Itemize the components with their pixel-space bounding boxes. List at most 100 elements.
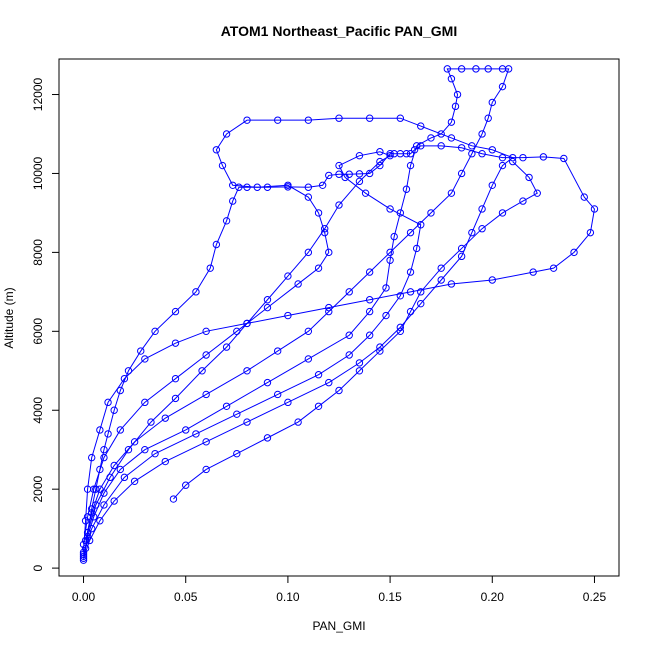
- data-point: [525, 173, 533, 182]
- y-axis-label: Altitude (m): [2, 287, 16, 348]
- x-axis: 0.00 0.05 0.10 0.15 0.20 0.25: [72, 576, 606, 604]
- data-point: [590, 205, 599, 213]
- x-axis-label: PAN_GMI: [312, 619, 365, 633]
- plot-frame: [58, 58, 620, 577]
- data-point: [478, 225, 486, 233]
- data-point: [92, 485, 100, 493]
- series-3: [79, 114, 517, 562]
- data-point: [263, 434, 272, 442]
- data-point: [120, 374, 129, 383]
- data-point: [365, 331, 374, 339]
- data-point: [427, 134, 435, 142]
- data-point: [110, 406, 118, 414]
- data-point: [182, 426, 190, 434]
- data-point: [90, 485, 98, 493]
- data-point: [304, 193, 313, 201]
- data-point: [417, 122, 425, 130]
- data-point: [417, 221, 425, 229]
- data-point: [504, 65, 513, 73]
- series-1: [79, 142, 599, 564]
- data-point: [130, 477, 139, 485]
- data-point: [137, 347, 145, 355]
- data-point: [171, 307, 180, 316]
- data-point: [427, 209, 435, 217]
- data-point: [376, 161, 384, 170]
- data-point: [478, 150, 486, 158]
- data-point: [212, 240, 221, 249]
- data-point: [335, 161, 343, 170]
- x-tick-label: 0.10: [276, 590, 300, 604]
- data-point: [457, 144, 466, 152]
- data-point: [294, 418, 302, 426]
- data-point: [361, 189, 370, 197]
- data-point: [83, 513, 92, 521]
- data-point: [402, 150, 411, 158]
- data-point: [345, 351, 353, 359]
- data-point: [314, 264, 323, 272]
- x-tick-label: 0.00: [72, 590, 96, 604]
- data-point: [355, 177, 364, 186]
- data-point: [488, 146, 496, 154]
- data-point: [468, 228, 476, 237]
- data-point: [451, 102, 460, 111]
- data-point: [253, 183, 261, 191]
- data-point: [212, 146, 221, 154]
- data-point: [304, 248, 313, 257]
- data-point: [396, 114, 405, 122]
- data-point: [284, 272, 292, 280]
- y-tick-label: 6000: [31, 318, 45, 345]
- data-point: [539, 153, 548, 161]
- data-point: [365, 169, 374, 178]
- data-point: [263, 303, 272, 312]
- series-line: [173, 161, 538, 500]
- data-point: [233, 449, 241, 458]
- data-point: [412, 142, 421, 150]
- series-line: [83, 68, 510, 557]
- data-point: [447, 134, 456, 142]
- data-point: [88, 453, 96, 462]
- data-point: [243, 319, 251, 328]
- data-point: [498, 82, 507, 91]
- data-point: [457, 65, 466, 73]
- data-point: [484, 114, 492, 122]
- data-point: [202, 327, 210, 336]
- data-point: [198, 367, 206, 375]
- data-point: [284, 181, 292, 189]
- data-point: [314, 209, 323, 217]
- data-point: [386, 151, 394, 160]
- data-point: [304, 183, 313, 191]
- data-point: [457, 244, 466, 253]
- data-point: [406, 268, 415, 276]
- data-point: [202, 465, 210, 474]
- data-point: [218, 161, 227, 170]
- data-point: [171, 394, 180, 403]
- data-point: [304, 116, 313, 124]
- data-point: [519, 153, 527, 162]
- data-point: [365, 307, 374, 316]
- data-point: [325, 248, 333, 257]
- data-point: [104, 398, 112, 407]
- data-point: [243, 418, 251, 426]
- data-point: [243, 116, 251, 124]
- data-point: [335, 201, 343, 209]
- data-point: [96, 426, 104, 434]
- data-point: [92, 501, 100, 509]
- data-point: [151, 449, 159, 458]
- x-tick-label: 0.15: [378, 590, 402, 604]
- data-point: [202, 390, 210, 399]
- data-point: [386, 256, 394, 264]
- data-point: [320, 225, 329, 233]
- data-point: [443, 65, 452, 73]
- x-tick-label: 0.05: [174, 590, 198, 604]
- data-point: [376, 343, 384, 351]
- data-point: [96, 465, 104, 474]
- data-point: [365, 268, 374, 276]
- data-point: [243, 367, 251, 375]
- data-point: [447, 189, 456, 197]
- data-point: [468, 142, 476, 150]
- data-point: [169, 495, 178, 503]
- y-tick-label: 2000: [31, 476, 45, 503]
- data-point: [457, 169, 466, 178]
- data-point: [355, 367, 364, 375]
